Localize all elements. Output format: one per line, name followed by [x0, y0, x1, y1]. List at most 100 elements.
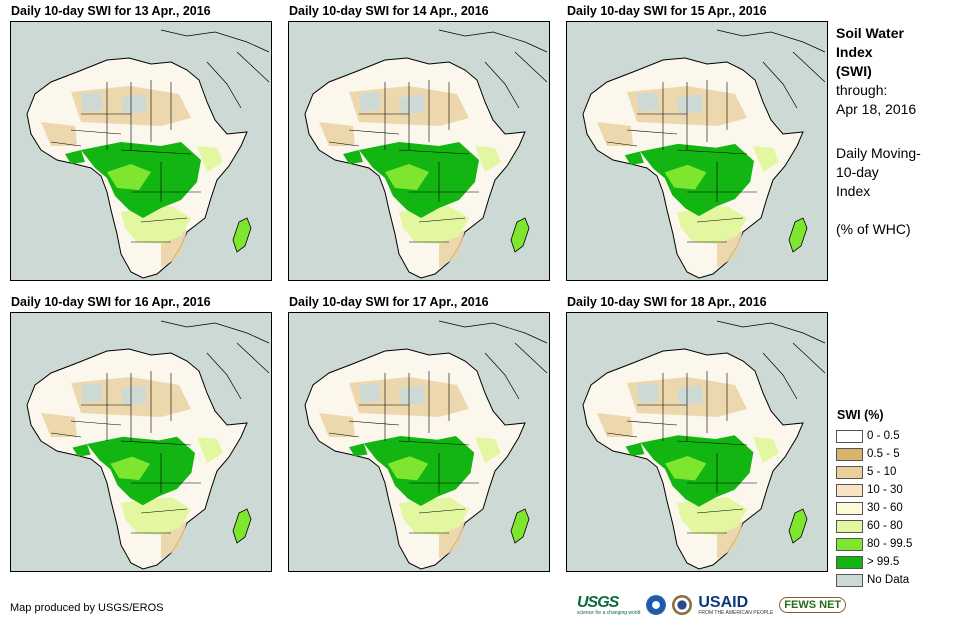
wet-region	[343, 150, 363, 164]
usgs-logo: USGS science for a changing world	[577, 594, 640, 616]
moist-region	[121, 206, 191, 244]
map-svg	[582, 29, 826, 279]
no-data-region	[359, 92, 425, 114]
no-data-region	[637, 92, 703, 114]
dry-region	[597, 413, 633, 437]
legend-label: 0.5 - 5	[867, 448, 900, 460]
coastline-north	[438, 320, 548, 400]
logo-strip: USGS science for a changing world USAID FR…	[577, 594, 847, 616]
side-desc-1: Daily Moving-	[836, 145, 921, 161]
wet-region	[625, 442, 645, 456]
no-data-region	[81, 383, 147, 405]
madagascar	[232, 508, 252, 544]
coastline-north	[438, 29, 548, 109]
africa-swi-map	[566, 312, 828, 572]
dry-region	[319, 122, 355, 146]
dry-region	[319, 413, 355, 437]
swi-panel: Daily 10-day SWI for 15 Apr., 2016	[566, 4, 828, 281]
legend-label: 5 - 10	[867, 466, 897, 478]
moist-region	[753, 437, 779, 463]
noaa-logo-icon	[646, 595, 667, 615]
side-desc-3: Index	[836, 183, 871, 199]
dry-region	[41, 122, 77, 146]
country-borders	[328, 80, 479, 243]
wet-region	[65, 150, 85, 164]
legend-label: 10 - 30	[867, 484, 903, 496]
wet-region-light	[110, 456, 150, 480]
wet-region-light	[385, 164, 429, 190]
moist-region	[399, 497, 469, 535]
coastline-north	[716, 29, 826, 109]
no-data-region	[359, 383, 425, 405]
legend-swatch	[836, 537, 863, 551]
madagascar	[510, 217, 530, 253]
legend-label: 80 - 99.5	[867, 538, 913, 550]
swi-panel: Daily 10-day SWI for 18 Apr., 2016	[566, 295, 828, 572]
moist-region	[677, 206, 747, 244]
legend-swatch	[836, 447, 863, 461]
madagascar	[232, 217, 252, 253]
side-title-3: (SWI)	[836, 63, 872, 79]
legend-item: 60 - 80	[836, 517, 912, 535]
legend-swatch	[836, 555, 863, 569]
coastline-north	[160, 320, 270, 400]
usaid-wordmark: USAID	[698, 594, 749, 611]
africa-swi-map	[10, 312, 272, 572]
africa-swi-map	[288, 21, 550, 281]
country-borders	[606, 371, 757, 534]
moist-region	[753, 146, 779, 172]
moist-region	[197, 437, 223, 463]
side-info: Soil Water Index (SWI) through: Apr 18, …	[836, 24, 921, 239]
no-data-region	[81, 92, 147, 114]
side-title-2: Index	[836, 44, 873, 60]
swi-panel: Daily 10-day SWI for 17 Apr., 2016	[288, 295, 550, 572]
moist-region	[475, 146, 501, 172]
coastline-north	[716, 320, 826, 400]
map-svg	[582, 320, 826, 570]
legend-label: 0 - 0.5	[867, 430, 900, 442]
wet-region	[624, 151, 644, 165]
usaid-logo: USAID FROM THE AMERICAN PEOPLE	[698, 594, 773, 616]
legend-label: 60 - 80	[867, 520, 903, 532]
madagascar	[510, 508, 530, 544]
usgs-tagline: science for a changing world	[577, 610, 641, 616]
panel-title: Daily 10-day SWI for 16 Apr., 2016	[11, 295, 211, 309]
map-svg	[304, 29, 548, 279]
legend-item: 5 - 10	[836, 463, 912, 481]
wet-region	[72, 444, 91, 457]
swi-panel: Daily 10-day SWI for 13 Apr., 2016	[10, 4, 272, 281]
legend-swatch	[836, 483, 863, 497]
wet-region-light	[664, 164, 707, 190]
dry-region	[597, 122, 633, 146]
legend-item: 30 - 60	[836, 499, 912, 517]
panel-title: Daily 10-day SWI for 15 Apr., 2016	[567, 4, 767, 18]
no-data-region	[637, 383, 703, 405]
panel-title: Daily 10-day SWI for 14 Apr., 2016	[289, 4, 489, 18]
madagascar	[788, 508, 808, 544]
legend-label: 30 - 60	[867, 502, 903, 514]
wet-region-light	[665, 455, 707, 481]
side-units: (% of WHC)	[836, 221, 911, 237]
country-borders	[50, 80, 201, 243]
legend-swatch	[836, 465, 863, 479]
swi-panel: Daily 10-day SWI for 14 Apr., 2016	[288, 4, 550, 281]
legend-item: No Data	[836, 571, 912, 589]
side-through: through:	[836, 82, 888, 98]
map-svg	[26, 320, 270, 570]
panel-title: Daily 10-day SWI for 18 Apr., 2016	[567, 295, 767, 309]
panel-title: Daily 10-day SWI for 13 Apr., 2016	[11, 4, 211, 18]
side-desc-2: 10-day	[836, 164, 879, 180]
usgs-wordmark: USGS	[577, 594, 619, 611]
legend-item: 80 - 99.5	[836, 535, 912, 553]
legend-swatch	[836, 573, 863, 587]
map-svg	[26, 29, 270, 279]
dry-region	[41, 413, 77, 437]
legend: SWI (%) 0 - 0.5 0.5 - 5 5 - 10 10 - 30 30 - …	[836, 408, 912, 589]
wet-region-light	[387, 456, 429, 481]
legend-item: 10 - 30	[836, 481, 912, 499]
usaid-tagline: FROM THE AMERICAN PEOPLE	[698, 610, 774, 616]
wet-region-light	[107, 164, 151, 190]
moist-region	[121, 497, 191, 535]
madagascar	[788, 217, 808, 253]
legend-swatch	[836, 501, 863, 515]
